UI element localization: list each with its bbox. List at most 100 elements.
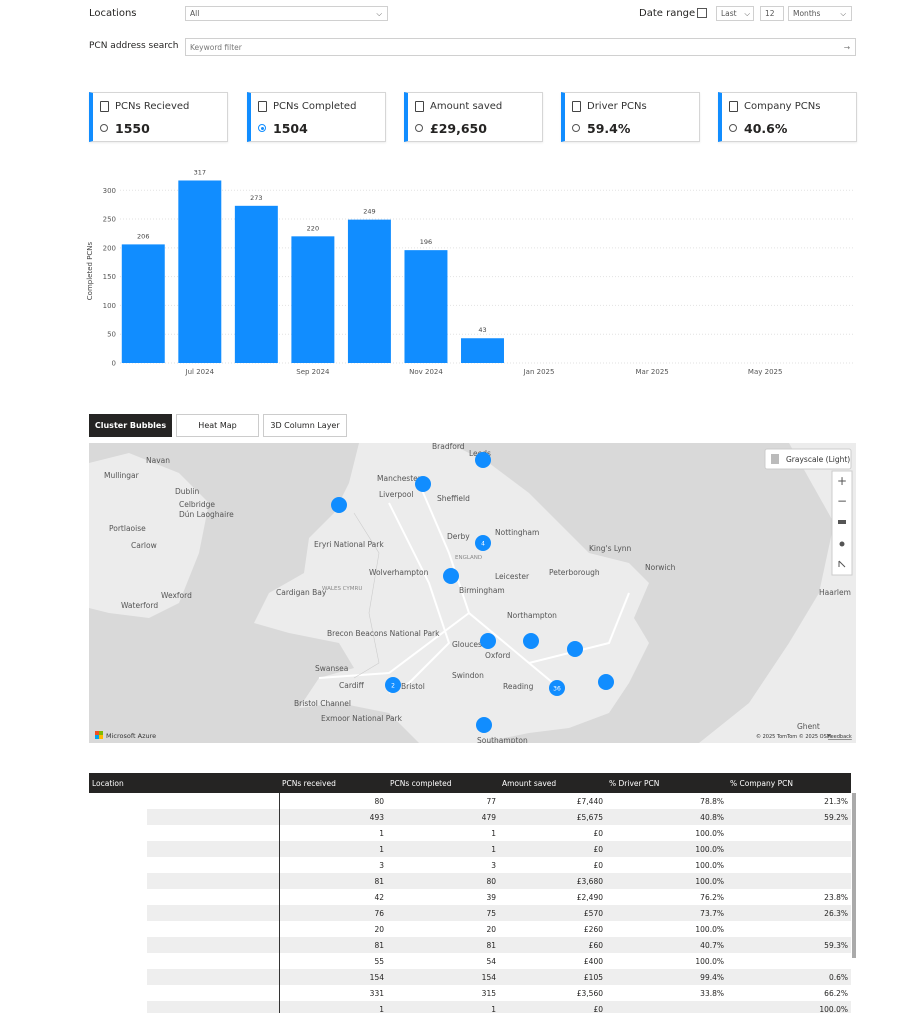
kpi-icon — [729, 101, 738, 112]
logo — [99, 731, 103, 735]
place-label: Reading — [503, 682, 534, 691]
location-cell — [89, 969, 280, 985]
cell: 42 — [279, 889, 387, 905]
place-label: Sheffield — [437, 494, 470, 503]
location-cell — [89, 953, 280, 969]
place-label: Navan — [146, 456, 170, 465]
table-row: 154 154 £105 99.4% 0.6% — [89, 969, 851, 985]
feedback[interactable]: Feedback — [828, 734, 852, 740]
location-cell — [89, 985, 280, 1001]
cell: 33.8% — [606, 985, 727, 1001]
kpi-card[interactable]: Driver PCNs 59.4% — [561, 92, 700, 142]
cell: 3 — [279, 857, 387, 873]
zoom-out[interactable]: − — [837, 494, 847, 508]
cell — [727, 857, 851, 873]
borders — [353, 512, 380, 679]
cell: £400 — [499, 953, 606, 969]
bar — [404, 250, 448, 363]
kpi-title: PCNs Completed — [273, 101, 357, 112]
cell: 59.2% — [727, 809, 851, 825]
kpi-value: £29,650 — [430, 121, 487, 136]
place-label: Northampton — [507, 611, 557, 620]
location-cell — [89, 889, 280, 905]
kpi-icon — [100, 101, 109, 112]
location-cell — [89, 857, 280, 873]
reset[interactable] — [838, 560, 846, 568]
cell: 3 — [387, 857, 499, 873]
search-input[interactable]: Keyword filter → — [185, 38, 856, 56]
pitch[interactable] — [838, 520, 846, 524]
cell: 81 — [387, 937, 499, 953]
place-label: Waterford — [121, 601, 158, 610]
y-tick-label: 0 — [112, 360, 116, 368]
cell: 154 — [387, 969, 499, 985]
cluster-bubble — [475, 452, 491, 468]
place-label: Leicester — [495, 572, 530, 581]
column-header: PCNs completed — [390, 778, 452, 788]
cluster-bubble — [475, 535, 491, 551]
kpi-card[interactable]: PCNs Completed 1504 — [247, 92, 386, 142]
compass[interactable] — [839, 541, 845, 547]
tab[interactable]: Cluster Bubbles — [89, 414, 172, 437]
cell: £0 — [499, 857, 606, 873]
tab[interactable]: Heat Map — [176, 414, 259, 437]
y-tick-label: 200 — [103, 244, 116, 252]
cell: 20 — [279, 921, 387, 937]
table-row: 76 75 £570 73.7% 26.3% — [89, 905, 851, 921]
table-row: 493 479 £5,675 40.8% 59.2% — [89, 809, 851, 825]
cluster-label: 2 — [391, 683, 395, 690]
kpi-card[interactable]: PCNs Recieved 1550 — [89, 92, 228, 142]
cell: 23.8% — [727, 889, 851, 905]
cell: 100.0% — [606, 857, 727, 873]
kpi-card[interactable]: Company PCNs 40.6% — [718, 92, 857, 142]
cluster-bubble — [331, 497, 347, 513]
kpi-title: Driver PCNs — [587, 101, 647, 112]
date-count: 12 — [765, 9, 775, 18]
cell: £0 — [499, 1001, 606, 1013]
date-unit: Months — [793, 9, 821, 18]
place-label: Ghent — [797, 722, 820, 731]
place-label: Dún Laoghaire — [179, 510, 234, 519]
radio — [572, 124, 580, 132]
location-cell — [89, 921, 280, 937]
style-button[interactable] — [764, 448, 852, 470]
place-label: Cardigan Bay — [276, 588, 327, 597]
cluster-bubble — [523, 633, 539, 649]
cell: £60 — [499, 937, 606, 953]
column-header: % Company PCN — [730, 778, 793, 788]
calendar-icon[interactable] — [697, 8, 707, 18]
cell: 1 — [279, 841, 387, 857]
data-label: 249 — [363, 208, 375, 216]
column-header: Location — [92, 778, 124, 788]
locations-label: Locations — [89, 8, 137, 19]
cluster-label: 36 — [553, 686, 561, 693]
place-label: Brecon Beacons National Park — [327, 629, 440, 638]
kpi-card[interactable]: Amount saved £29,650 — [404, 92, 543, 142]
kpi-title: Amount saved — [430, 101, 503, 112]
cell: 100.0% — [606, 921, 727, 937]
place-label: Peterborough — [549, 568, 600, 577]
cell: £570 — [499, 905, 606, 921]
search-label: PCN address search — [89, 41, 179, 51]
date-count-input[interactable]: 12 — [760, 6, 784, 21]
locations-dropdown[interactable]: All ⌵ — [185, 6, 388, 21]
cell: 0.6% — [727, 969, 851, 985]
data-label: 220 — [307, 224, 319, 232]
zoom-in[interactable]: + — [837, 474, 847, 488]
place-label: Bristol Channel — [294, 699, 351, 708]
kpi-value: 59.4% — [587, 121, 631, 136]
table-row: 1 1 £0 100.0% — [89, 1001, 851, 1013]
bar — [121, 244, 165, 363]
location-cell — [89, 841, 280, 857]
cell: 20 — [387, 921, 499, 937]
date-mode-dropdown[interactable]: Last ⌵ — [716, 6, 754, 21]
date-unit-dropdown[interactable]: Months ⌵ — [788, 6, 852, 21]
location-cell — [89, 905, 280, 921]
data-label: 206 — [137, 232, 149, 240]
scrollbar[interactable] — [852, 793, 856, 958]
cell: 100.0% — [727, 1001, 851, 1013]
tab[interactable]: 3D Column Layer — [263, 414, 347, 437]
cell: 100.0% — [606, 825, 727, 841]
place-label: Birmingham — [459, 586, 505, 595]
bar — [234, 205, 278, 363]
